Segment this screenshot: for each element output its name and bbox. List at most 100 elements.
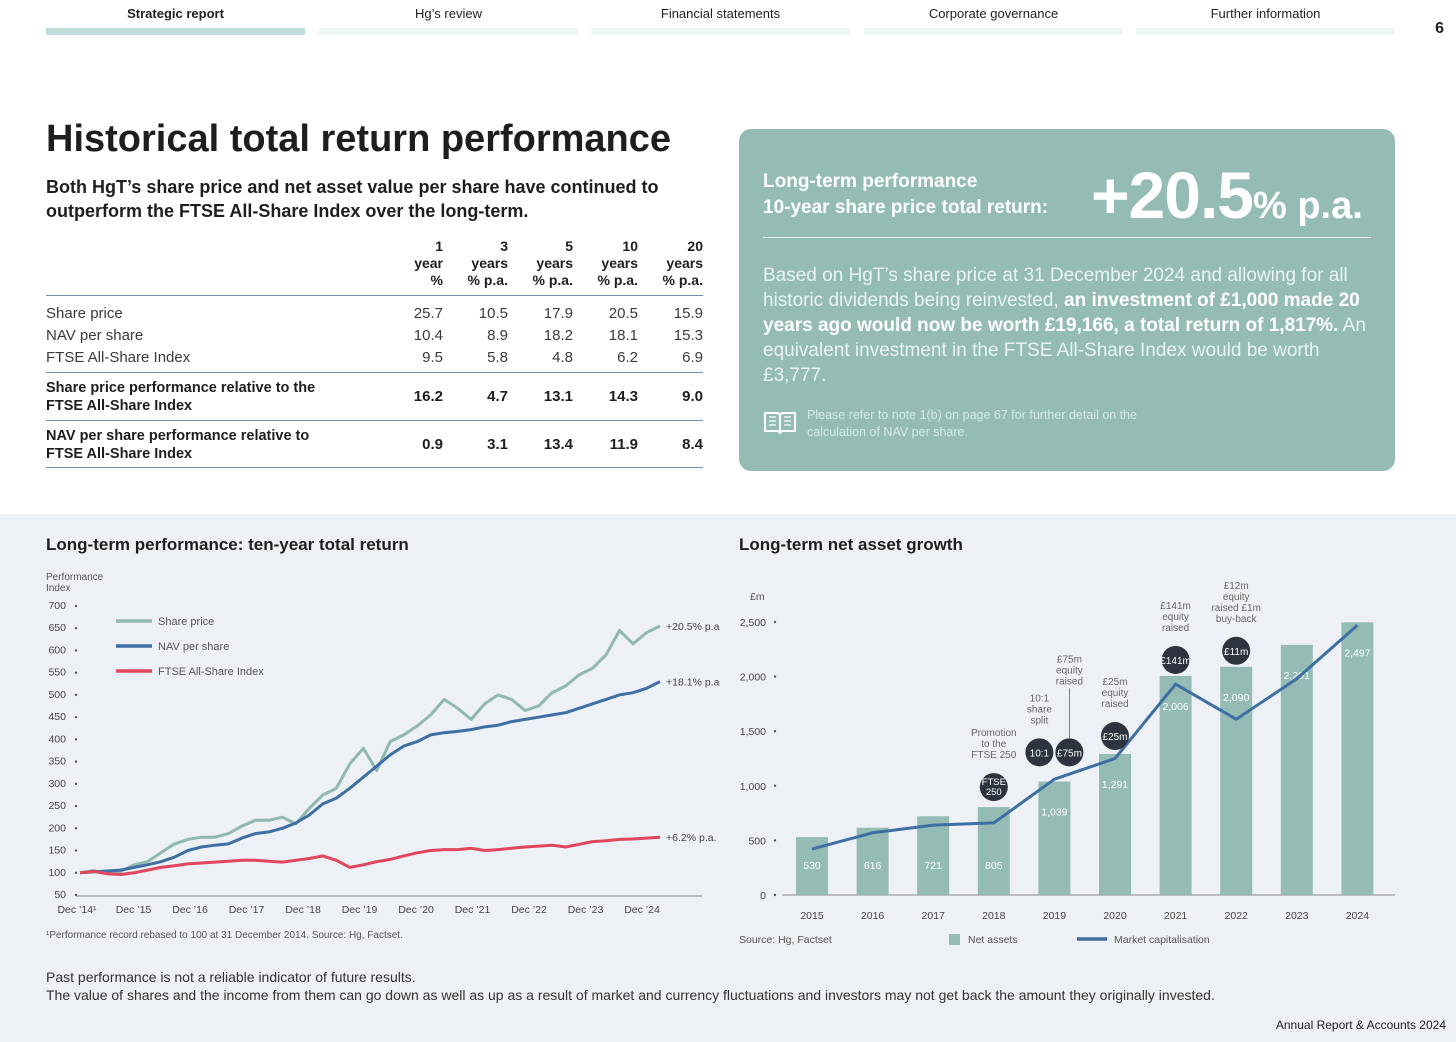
x-tick-label: 2021 [1164,910,1188,922]
y-tick-mark [74,715,78,719]
footer-label: Annual Report & Accounts 2024 [1275,1018,1446,1032]
row-label: Share price [46,305,123,322]
x-tick-label: 2019 [1043,910,1067,922]
table-cell: 11.9 [609,436,638,453]
annotation-badge-text: FTSE [982,777,1006,788]
table-row: FTSE All-Share Index 9.5 5.8 4.8 6.2 6.9 [46,345,703,367]
y-tick-mark [74,671,78,674]
x-tick-label: 2018 [982,910,1006,922]
y-tick-label: 0 [760,890,766,902]
table-row: NAV per share 10.4 8.9 18.2 18.1 15.3 [46,323,703,345]
annotation-text: equity [1162,612,1189,623]
x-tick-label: Dec ’19 [342,904,378,916]
callout-box: Long-term performance 10-year share pric… [739,129,1395,471]
annotation-badge [1055,738,1084,767]
y-tick-label: 250 [48,800,66,812]
annotation-text: £25m [1102,677,1127,688]
y-tick-mark [74,782,78,786]
table-cell: 13.4 [543,436,573,453]
table-cell: 9.0 [682,388,703,405]
table-cell: 4.8 [552,349,573,366]
x-tick-label: Dec ’20 [398,904,434,916]
table-row-relative-nav: NAV per share performance relative to FT… [46,420,703,468]
table-cell: 20.5 [608,305,638,322]
annotation-text: Promotion [971,728,1017,739]
table-cell: 8.4 [682,436,703,453]
x-tick-label: 2020 [1103,910,1127,922]
bar-net-assets-2021 [1159,675,1192,895]
row-label: Share price performance relative to the … [46,380,316,414]
tab-strategic-report[interactable]: Strategic report [46,0,305,36]
x-tick-label: Dec ’14¹ [57,904,97,916]
y-tick-mark [74,827,78,830]
bar-net-assets-2017 [917,816,950,895]
annotation-badge [979,773,1008,802]
y-tick-mark [74,627,78,630]
performance-table: 1 year% 3 years% p.a. 5 years% p.a. 10 years… [46,236,703,468]
y-tick-mark [74,693,78,697]
line-chart-title: Long-term performance: ten-year total re… [46,535,409,554]
y-tick-label: 450 [48,711,66,723]
x-tick-label: 2024 [1346,910,1370,922]
annotation-text: equity [1102,688,1129,699]
table-cell: 3.1 [487,436,508,453]
annotation-badge [1161,645,1190,674]
table-cell: 15.3 [673,327,703,344]
table-cell: 17.9 [543,305,573,322]
table-cell: 14.3 [608,388,638,405]
table-header: 1 year% 3 years% p.a. 5 years% p.a. 10 years… [46,236,703,296]
column-header: 20 years% p.a. [662,238,703,288]
table-cell: 6.2 [617,349,638,366]
bar-value-label: 805 [985,860,1003,872]
tab-label: Hg’s review [415,6,482,21]
bar-net-assets-2018 [977,807,1010,895]
table-cell: 5.8 [487,349,508,366]
annotation-text: equity [1056,665,1083,676]
tab-further-information[interactable]: Further information [1136,0,1395,36]
tab-indicator [319,28,578,35]
y-tick-mark [74,604,78,608]
annotation-text: buy-back [1216,614,1258,625]
bar-chart-source: Source: Hg, Factset [739,934,832,946]
y-tick-mark [773,784,777,787]
y-tick-mark [74,893,78,897]
annotation-text: to the [981,739,1006,750]
bar-value-label: 616 [864,860,882,872]
table-cell: 13.1 [543,388,573,405]
tab-indicator [46,28,305,35]
annotation-text: 10:1 [1030,693,1050,704]
y-tick-label: 2,000 [740,672,766,684]
y-tick-mark [74,804,78,808]
y-tick-label: 200 [48,822,66,834]
row-label: NAV per share performance relative to FT… [46,428,310,462]
annotation-text: FTSE 250 [971,750,1016,761]
y-tick-mark [74,849,78,852]
y-tick-mark [74,649,78,652]
table-cell: 4.7 [487,388,508,405]
callout-note: Please refer to note 1(b) on page 67 for… [807,408,1138,439]
bar-net-assets-2019 [1038,781,1071,895]
annotation-text: share [1027,704,1052,715]
y-tick-label: 500 [748,835,766,847]
bar-net-assets-2023 [1280,644,1313,895]
tab-hgs-review[interactable]: Hg’s review [319,0,578,36]
legend-label: Share price [158,616,214,628]
series-end-label: +6.2% p.a. [666,832,717,844]
table-cell: 15.9 [673,305,703,322]
annotation-text: £141m [1160,601,1191,612]
legend-swatch-net-assets [949,934,960,945]
callout-heading: Long-term performance 10-year share pric… [763,171,1049,218]
y-tick-mark [74,871,78,874]
annotation-badge-text: 10:1 [1030,748,1050,759]
table-cell: 10.5 [478,305,508,322]
legend-label: FTSE All-Share Index [158,666,264,678]
x-tick-label: Dec ’21 [455,904,491,916]
column-header: 10 years% p.a. [597,238,638,288]
bar-value-label: 1,291 [1102,779,1128,791]
y-tick-label: 1,500 [740,726,766,738]
y-tick-label: 1,000 [740,781,766,793]
annotation-badge-text: £141m [1160,656,1191,667]
tab-corporate-governance[interactable]: Corporate governance [864,0,1123,36]
y-tick-label: 350 [48,756,66,768]
tab-financial-statements[interactable]: Financial statements [591,0,850,36]
